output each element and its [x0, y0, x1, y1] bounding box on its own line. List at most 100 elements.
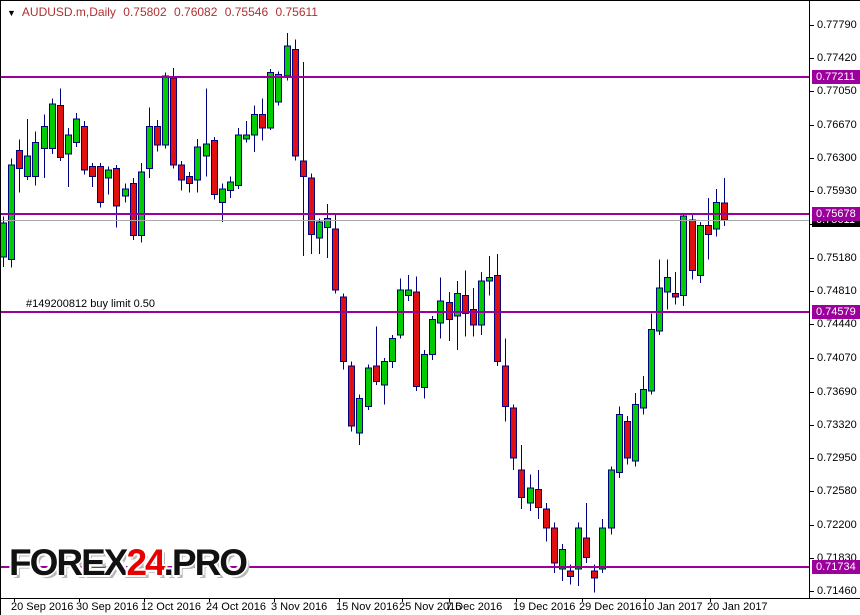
bull-candle — [219, 188, 226, 203]
forex24pro-logo: FOREX24.PRO — [9, 542, 248, 584]
price-tick-label: 0.75930 — [817, 185, 857, 198]
date-tick-mark — [402, 598, 403, 602]
price-tick-mark — [809, 591, 814, 593]
bear-candle — [259, 114, 266, 129]
date-tick-mark — [582, 598, 583, 602]
bear-candle — [89, 166, 96, 177]
bear-candle — [624, 421, 631, 459]
bear-candle — [373, 365, 380, 382]
bear-candle — [543, 508, 550, 529]
bear-candle — [211, 140, 218, 195]
bear-candle — [672, 293, 679, 298]
price-tick-label: 0.72950 — [817, 451, 857, 464]
bear-candle — [308, 177, 315, 236]
price-tick-mark — [809, 224, 814, 226]
bear-candle — [470, 309, 477, 326]
bull-candle — [697, 225, 704, 277]
bull-candle — [632, 404, 639, 462]
horizontal-level-line[interactable] — [1, 566, 809, 569]
price-tick-mark — [809, 57, 814, 59]
bull-candle — [105, 169, 112, 179]
bear-candle — [551, 527, 558, 564]
horizontal-level-line[interactable] — [1, 311, 809, 314]
ohlc-close: 0.75611 — [275, 5, 318, 19]
logo-text-forex: FOREX — [9, 542, 128, 583]
bull-candle — [640, 388, 647, 409]
price-tick-label: 0.74070 — [817, 351, 857, 364]
bull-candle — [478, 280, 485, 326]
bull-candle — [162, 75, 169, 146]
date-label: 7 Dec 2016 — [446, 601, 503, 613]
bear-candle — [340, 296, 347, 363]
bull-candle — [49, 103, 56, 150]
date-tick-mark — [516, 598, 517, 602]
price-tick-mark — [809, 391, 814, 393]
bear-candle — [567, 570, 574, 577]
date-label: 3 Nov 2016 — [271, 601, 328, 613]
price-tick-label: 0.72200 — [817, 518, 857, 531]
bear-candle — [292, 48, 299, 157]
bull-candle — [389, 337, 396, 363]
date-tick-mark — [144, 598, 145, 602]
price-tick-label: 0.73320 — [817, 418, 857, 431]
level-price-label: 0.71734 — [812, 560, 860, 575]
price-tick-mark — [809, 490, 814, 492]
price-tick-mark — [809, 424, 814, 426]
bull-candle — [454, 293, 461, 317]
price-tick-mark — [809, 124, 814, 126]
bear-candle — [16, 149, 23, 169]
bull-candle — [316, 221, 323, 239]
bear-candle — [535, 489, 542, 508]
bear-candle — [97, 166, 104, 203]
price-tick-label: 0.77790 — [817, 18, 857, 31]
level-price-label: 0.75678 — [812, 207, 860, 222]
bear-candle — [186, 175, 193, 185]
price-tick-label: 0.71460 — [817, 585, 857, 598]
bull-candle — [24, 155, 31, 177]
bull-candle — [267, 72, 274, 129]
bull-candle — [356, 397, 363, 434]
bull-candle — [32, 141, 39, 177]
bear-candle — [154, 125, 161, 146]
bear-candle — [705, 225, 712, 236]
bull-candle — [680, 215, 687, 296]
price-axis-line — [809, 1, 810, 598]
symbol-dropdown-icon[interactable]: ▼ — [7, 8, 16, 18]
ohlc-open: 0.75802 — [123, 5, 167, 19]
horizontal-level-line[interactable] — [1, 213, 809, 216]
bull-candle — [429, 319, 436, 355]
horizontal-level-line[interactable] — [1, 76, 809, 78]
bull-candle — [608, 469, 615, 529]
price-tick-label: 0.72580 — [817, 484, 857, 497]
price-tick-mark — [809, 291, 814, 293]
bull-candle — [421, 353, 428, 389]
bear-candle — [502, 365, 509, 407]
price-tick-label: 0.73690 — [817, 385, 857, 398]
bull-candle — [41, 125, 48, 150]
bear-candle — [413, 291, 420, 388]
price-tick-mark — [809, 524, 814, 526]
bear-candle — [170, 77, 177, 166]
bear-candle — [178, 164, 185, 181]
bull-candle — [1, 222, 7, 258]
date-label: 19 Dec 2016 — [513, 601, 576, 613]
bear-candle — [583, 537, 590, 559]
bull-candle — [65, 134, 72, 155]
date-label: 29 Dec 2016 — [579, 601, 642, 613]
date-tick-mark — [209, 598, 210, 602]
price-tick-mark — [809, 258, 814, 260]
date-label: 24 Oct 2016 — [206, 601, 266, 613]
date-tick-mark — [14, 598, 15, 602]
date-tick-mark — [710, 598, 711, 602]
bear-candle — [446, 302, 453, 321]
bull-candle — [8, 164, 15, 261]
price-tick-mark — [809, 557, 814, 559]
bull-candle — [203, 143, 210, 157]
bull-candle — [73, 118, 80, 143]
price-tick-mark — [809, 158, 814, 159]
price-tick-mark — [809, 90, 814, 92]
bull-candle — [365, 367, 372, 407]
price-tick-label: 0.76670 — [817, 118, 857, 131]
order-annotation[interactable]: #149200812 buy limit 0.50 — [26, 298, 156, 310]
